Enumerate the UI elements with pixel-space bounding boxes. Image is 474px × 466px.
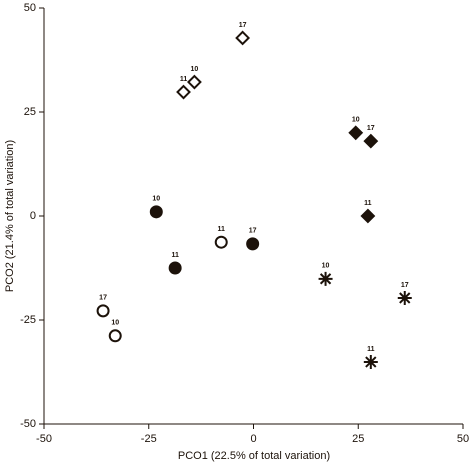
point — [187, 74, 202, 90]
point — [214, 235, 228, 249]
point-label: 11 — [218, 226, 226, 233]
y-axis-title: PCO2 (21.4% of total variation) — [4, 140, 16, 292]
y-tick-label: 25 — [24, 106, 36, 118]
point — [96, 304, 110, 318]
x-tick-label: 25 — [352, 433, 364, 445]
point — [363, 355, 378, 370]
point — [360, 208, 376, 224]
point-label: 17 — [367, 125, 375, 132]
point-label: 10 — [352, 117, 360, 124]
point-label: 11 — [367, 346, 375, 353]
x-tick-label: -25 — [141, 433, 157, 445]
x-tick-label: 0 — [250, 433, 256, 445]
y-tick-label: -25 — [20, 314, 36, 326]
x-tick-label: -50 — [36, 433, 52, 445]
y-tick-label: 50 — [24, 2, 36, 14]
point — [246, 237, 260, 251]
point-label: 10 — [191, 66, 199, 73]
point-label: 11 — [171, 252, 179, 259]
point — [108, 329, 122, 343]
x-axis-title: PCO1 (22.5% of total variation) — [178, 450, 330, 462]
point — [168, 261, 182, 275]
y-tick-label: 0 — [30, 210, 36, 222]
point — [149, 205, 163, 219]
point-label: 10 — [322, 263, 330, 270]
point — [397, 290, 412, 305]
point — [176, 84, 191, 100]
point-label: 10 — [111, 320, 119, 327]
point — [235, 30, 251, 46]
point-label: 11 — [180, 76, 188, 83]
point-label: 17 — [401, 282, 409, 289]
point — [348, 125, 364, 141]
point-label: 17 — [239, 22, 247, 29]
point-label: 17 — [249, 228, 257, 235]
y-tick-label: -50 — [20, 418, 36, 430]
point — [318, 271, 333, 286]
point-label: 10 — [152, 196, 160, 203]
x-tick-label: 50 — [457, 433, 469, 445]
point-label: 11 — [364, 200, 372, 207]
point — [363, 133, 379, 149]
point-label: 17 — [99, 295, 107, 302]
